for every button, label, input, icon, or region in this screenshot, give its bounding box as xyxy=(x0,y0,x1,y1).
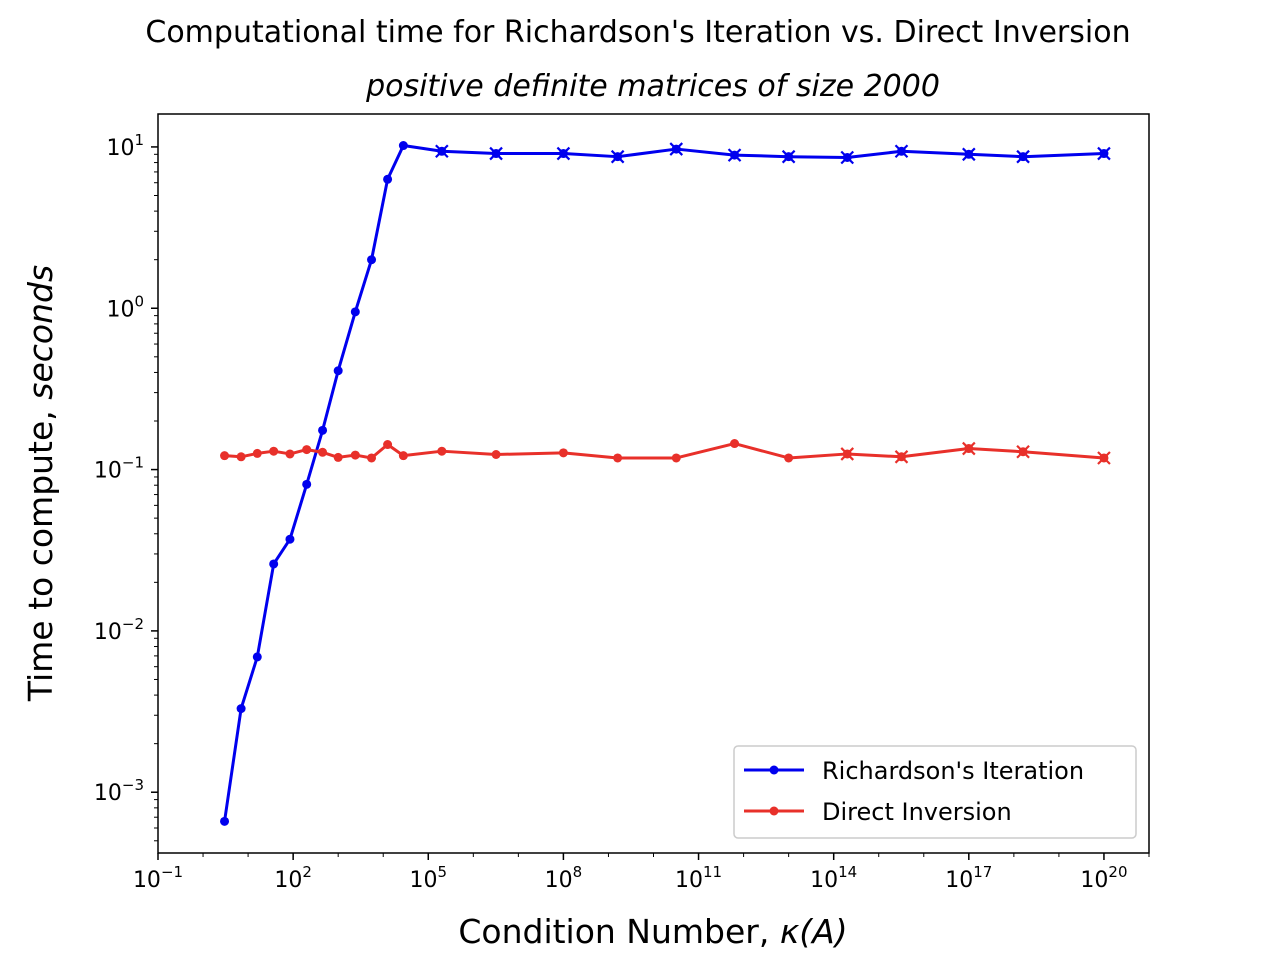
data-point xyxy=(220,816,230,826)
y-tick-label: 10−3 xyxy=(94,776,144,806)
data-point-x-marker xyxy=(894,144,909,159)
data-point xyxy=(302,445,312,455)
data-point-x-marker xyxy=(840,447,855,461)
data-point xyxy=(671,453,681,463)
x-axis: 10−1 102 105 108 1011 1014 1017 1020 xyxy=(133,853,1150,893)
data-point-x-marker xyxy=(489,146,503,161)
data-point-x-marker xyxy=(556,146,571,161)
x-marker-stroke xyxy=(489,146,503,161)
data-point xyxy=(269,446,279,456)
data-point xyxy=(350,450,360,460)
data-point xyxy=(302,479,312,489)
data-point xyxy=(613,453,623,463)
x-tick-label: 1011 xyxy=(675,863,722,893)
x-tick-label: 102 xyxy=(274,863,312,893)
y-tick-label: 10−1 xyxy=(94,454,144,484)
data-point xyxy=(367,453,377,463)
legend-entry-richardson: Richardson's Iteration xyxy=(744,757,1084,785)
data-point-x-marker xyxy=(1016,444,1030,459)
legend-label-direct-inversion: Direct Inversion xyxy=(822,798,1012,826)
legend-box xyxy=(733,745,1137,839)
data-point xyxy=(252,448,262,458)
x-marker-stroke xyxy=(894,450,909,464)
plot-frame xyxy=(157,113,1150,854)
data-point xyxy=(269,559,279,569)
x-tick-label: 105 xyxy=(409,863,447,893)
data-point xyxy=(318,425,328,435)
x-marker-stroke xyxy=(1097,146,1111,161)
plot-area xyxy=(220,141,1111,826)
x-tick-label: 108 xyxy=(545,863,583,893)
chart-subtitle: positive definite matrices of size 2000 xyxy=(365,69,940,104)
x-marker-stroke xyxy=(610,149,625,164)
series-1 xyxy=(220,439,1111,465)
data-point xyxy=(220,451,230,461)
data-point-x-marker xyxy=(894,450,909,464)
x-axis-label: Condition Number, κ(A) xyxy=(458,912,847,951)
x-tick-label: 1020 xyxy=(1080,863,1127,893)
y-tick-label: 101 xyxy=(106,131,144,161)
x-marker-stroke xyxy=(727,148,742,162)
x-marker-stroke xyxy=(1097,451,1111,465)
x-marker-stroke xyxy=(781,149,796,164)
x-tick-label: 1017 xyxy=(945,863,992,893)
data-point-x-marker xyxy=(962,441,976,456)
data-point xyxy=(558,448,568,458)
data-point xyxy=(383,440,393,450)
data-point-x-marker xyxy=(1097,146,1111,161)
x-marker-stroke xyxy=(1016,149,1030,164)
data-point-x-marker xyxy=(669,142,684,156)
data-point xyxy=(367,255,377,265)
data-point xyxy=(333,366,343,376)
x-marker-stroke xyxy=(894,144,909,159)
data-point-x-marker xyxy=(840,150,855,165)
data-point xyxy=(730,439,740,449)
x-marker-stroke xyxy=(962,147,976,162)
data-point-x-marker xyxy=(1097,451,1111,465)
x-tick-label: 10−1 xyxy=(133,863,183,893)
data-point-x-marker xyxy=(781,149,796,164)
x-marker-stroke xyxy=(669,142,684,156)
y-axis: 10−3 10−2 10−1 100 101 xyxy=(94,131,158,842)
legend-entry-direct-inversion: Direct Inversion xyxy=(744,798,1012,826)
data-point xyxy=(398,451,408,461)
x-marker-stroke xyxy=(840,447,855,461)
data-point xyxy=(318,447,328,457)
data-point xyxy=(285,449,295,459)
x-marker-stroke xyxy=(962,441,976,456)
y-axis-label: Time to compute, seconds xyxy=(21,265,60,702)
chart-title: Computational time for Richardson's Iter… xyxy=(145,15,1130,50)
series-line xyxy=(223,144,1105,822)
data-point xyxy=(437,446,447,456)
data-point-x-marker xyxy=(962,147,976,162)
legend-label-richardson: Richardson's Iteration xyxy=(822,757,1084,785)
data-point-x-marker xyxy=(435,144,449,159)
x-marker-stroke xyxy=(435,144,449,159)
legend: Richardson's Iteration Direct Inversion xyxy=(733,745,1137,839)
y-tick-label: 100 xyxy=(106,292,144,322)
x-tick-label: 1014 xyxy=(810,863,857,893)
x-marker-stroke xyxy=(1016,444,1030,459)
data-point-x-marker xyxy=(1016,149,1030,164)
data-point xyxy=(350,307,360,317)
data-point-x-marker xyxy=(610,149,625,164)
data-point xyxy=(784,453,794,463)
data-point xyxy=(383,174,393,184)
data-point xyxy=(236,452,246,462)
y-tick-label: 10−2 xyxy=(94,615,144,645)
data-point xyxy=(491,450,501,460)
series-0 xyxy=(220,141,1111,826)
data-point xyxy=(236,704,246,714)
data-point xyxy=(398,141,408,151)
x-marker-stroke xyxy=(840,150,855,165)
x-marker-stroke xyxy=(556,146,571,161)
data-point-x-marker xyxy=(727,148,742,162)
data-point xyxy=(333,452,343,462)
data-point xyxy=(285,534,295,544)
data-point xyxy=(252,652,262,662)
